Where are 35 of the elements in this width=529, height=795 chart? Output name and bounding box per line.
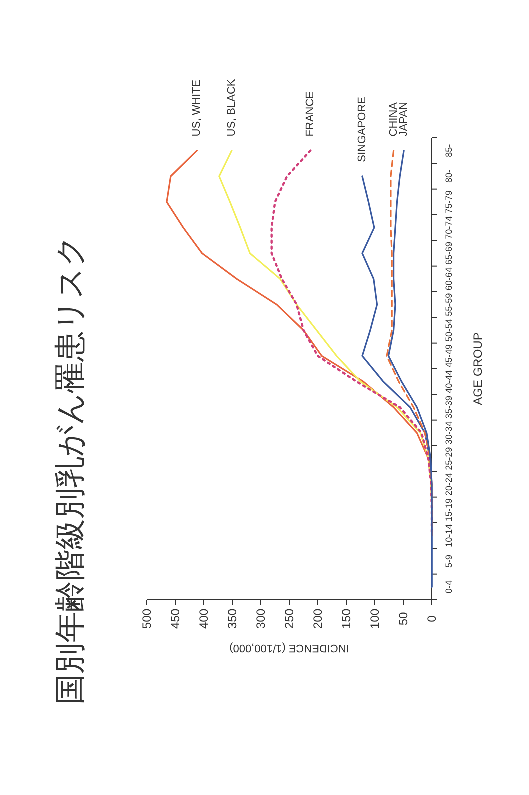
- y-axis-title: AGE GROUP: [471, 332, 485, 406]
- y-tick-label: 25-29: [444, 447, 454, 470]
- y-tick-label: 35-39: [444, 396, 454, 420]
- y-tick-label: 55-59: [444, 293, 454, 316]
- y-tick-label: 20-24: [444, 472, 454, 496]
- y-tick-label: 65-69: [444, 242, 454, 266]
- x-tick-label: 450: [168, 608, 182, 630]
- y-tick-label: 70-74: [444, 216, 454, 240]
- y-tick-label: 15-19: [444, 498, 454, 522]
- x-tick-label: 50: [396, 612, 410, 626]
- y-tick-label: 40-44: [444, 370, 454, 394]
- x-tick-label: 400: [197, 608, 211, 630]
- x-tick-label: 250: [282, 608, 296, 630]
- y-tick-label: 75-79: [444, 190, 454, 214]
- x-tick-label: 500: [140, 608, 154, 630]
- x-tick-label: 0: [425, 615, 439, 622]
- x-tick-label: 200: [311, 608, 325, 630]
- text: FRANCE: [304, 91, 317, 137]
- y-tick-label: 80-: [444, 170, 454, 184]
- x-tick-label: 300: [254, 608, 268, 630]
- y-tick-label: 10-14: [444, 524, 454, 548]
- y-tick-label: 5-9: [444, 554, 454, 568]
- x-tick-label: 100: [368, 608, 382, 630]
- y-tick-label: 45-49: [444, 344, 454, 368]
- text: US, WHITE: [191, 80, 204, 137]
- y-tick-label: 50-54: [444, 318, 454, 342]
- y-tick-label: 85-: [444, 144, 454, 158]
- text: US, BLACK: [226, 78, 238, 137]
- x-axis-title: INCIDENCE (1/100,000): [230, 642, 350, 654]
- y-tick-label: 60-64: [444, 268, 454, 291]
- x-tick-label: 150: [340, 608, 354, 630]
- text: 国別年齢階級別乳がん罹患リスク: [52, 235, 88, 705]
- x-tick-label: 350: [226, 608, 240, 630]
- y-tick-label: 0-4: [444, 580, 454, 594]
- y-tick-label: 30-34: [444, 422, 454, 445]
